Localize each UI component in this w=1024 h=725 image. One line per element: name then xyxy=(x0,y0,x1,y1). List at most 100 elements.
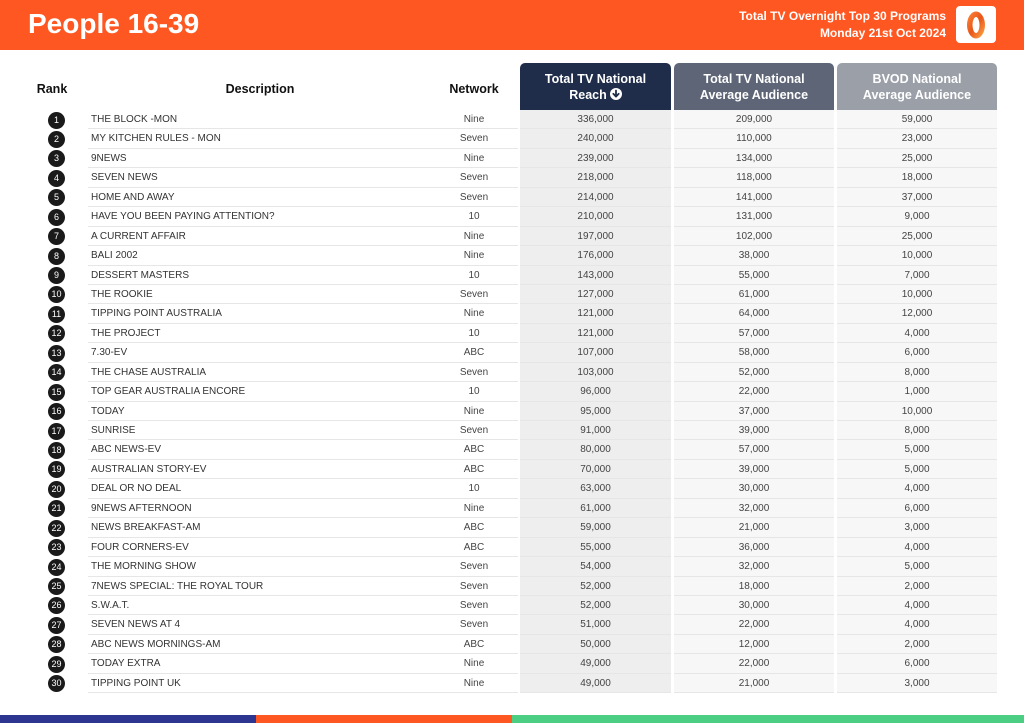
average-audience-value: 58,000 xyxy=(674,343,834,363)
report-date: Monday 21st Oct 2024 xyxy=(819,26,946,40)
rank-badge: 15 xyxy=(48,383,65,401)
bvod-average-audience-value: 12,000 xyxy=(837,304,997,324)
rank-badge: 9 xyxy=(48,267,65,284)
program-description: AUSTRALIAN STORY-EV xyxy=(88,460,518,480)
bvod-average-audience-value: 5,000 xyxy=(837,440,997,460)
average-audience-value: 141,000 xyxy=(674,187,834,208)
rank-badge: 23 xyxy=(48,539,65,557)
program-description: THE ROOKIE xyxy=(88,285,518,305)
table-row: 15 TOP GEAR AUSTRALIA ENCORE 10 96,000 22,00… xyxy=(0,382,1024,402)
column-header-network: Network xyxy=(449,82,499,96)
reach-value: 61,000 xyxy=(520,498,671,519)
column-header-bvod-average-audience[interactable]: BVOD National Average Audience xyxy=(837,63,997,110)
table-row: 24 THE MORNING SHOW Seven 54,000 32,000 5,000 xyxy=(0,557,1024,577)
program-description: TOP GEAR AUSTRALIA ENCORE xyxy=(88,382,518,402)
network-name: Nine xyxy=(463,502,485,514)
bvod-average-audience-value: 6,000 xyxy=(837,654,997,674)
rank-badge: 29 xyxy=(48,655,65,673)
column-header-rank: Rank xyxy=(36,82,68,96)
table-row: 11 TIPPING POINT AUSTRALIA Nine 121,000 64,0… xyxy=(0,304,1024,324)
bvod-average-audience-value: 6,000 xyxy=(837,498,997,519)
bvod-average-audience-value: 5,000 xyxy=(837,557,997,577)
network-name: Seven xyxy=(459,561,489,573)
rank-badge: 28 xyxy=(48,636,65,654)
bvod-average-audience-value: 59,000 xyxy=(837,110,997,130)
table-row: 3 9NEWS Nine 239,000 134,000 25,000 xyxy=(0,148,1024,169)
reach-value: 91,000 xyxy=(520,421,671,441)
reach-value: 336,000 xyxy=(520,110,671,130)
column-header-reach[interactable]: Total TV National Reach xyxy=(520,63,671,110)
bvod-average-audience-value: 1,000 xyxy=(837,382,997,402)
reach-value: 240,000 xyxy=(520,129,671,149)
table-row: 13 7.30-EV ABC 107,000 58,000 6,000 xyxy=(0,343,1024,363)
network-name: ABC xyxy=(463,541,485,553)
program-description: HAVE YOU BEEN PAYING ATTENTION? xyxy=(88,207,518,227)
table-row: 29 TODAY EXTRA Nine 49,000 22,000 6,000 xyxy=(0,654,1024,674)
program-description: S.W.A.T. xyxy=(88,596,518,616)
bvod-average-audience-value: 25,000 xyxy=(837,226,997,247)
column-header-average-audience[interactable]: Total TV National Average Audience xyxy=(674,63,834,110)
bvod-average-audience-value: 3,000 xyxy=(837,518,997,538)
bvod-average-audience-value: 8,000 xyxy=(837,421,997,441)
program-description: ABC NEWS MORNINGS-AM xyxy=(88,635,518,655)
table-row: 2 MY KITCHEN RULES - MON Seven 240,000 110,0… xyxy=(0,129,1024,149)
program-description: THE PROJECT xyxy=(88,324,518,344)
reach-value: 107,000 xyxy=(520,343,671,363)
avg-header-line2: Average Audience xyxy=(699,87,809,102)
bvod-average-audience-value: 6,000 xyxy=(837,343,997,363)
bvod-average-audience-value: 4,000 xyxy=(837,595,997,616)
average-audience-value: 131,000 xyxy=(674,207,834,227)
bvod-average-audience-value: 5,000 xyxy=(837,459,997,480)
network-name: Seven xyxy=(459,580,489,592)
table-row: 16 TODAY Nine 95,000 37,000 10,000 xyxy=(0,401,1024,421)
network-name: Seven xyxy=(459,133,489,145)
reach-value: 70,000 xyxy=(520,459,671,480)
network-name: ABC xyxy=(463,638,485,650)
rank-badge: 2 xyxy=(48,130,65,148)
report-name: Total TV Overnight Top 30 Programs xyxy=(739,9,946,23)
network-name: Seven xyxy=(459,619,489,631)
sort-descending-icon[interactable] xyxy=(609,87,622,100)
network-name: Seven xyxy=(459,425,489,436)
average-audience-value: 22,000 xyxy=(674,615,834,635)
rank-badge: 5 xyxy=(48,189,65,207)
reach-value: 50,000 xyxy=(520,634,671,655)
program-description: FOUR CORNERS-EV xyxy=(88,538,518,558)
program-description: TIPPING POINT UK xyxy=(88,674,518,694)
network-name: 10 xyxy=(468,386,480,398)
bvod-average-audience-value: 4,000 xyxy=(837,615,997,635)
average-audience-value: 55,000 xyxy=(674,265,834,285)
table-row: 12 THE PROJECT 10 121,000 57,000 4,000 xyxy=(0,323,1024,344)
program-description: 9NEWS xyxy=(88,149,518,169)
network-name: ABC xyxy=(463,347,485,359)
table-row: 30 TIPPING POINT UK Nine 49,000 21,000 3,000 xyxy=(0,673,1024,694)
average-audience-value: 30,000 xyxy=(674,479,834,499)
average-audience-value: 57,000 xyxy=(674,440,834,460)
table-row: 7 A CURRENT AFFAIR Nine 197,000 102,000 25,00… xyxy=(0,226,1024,247)
table-row: 28 ABC NEWS MORNINGS-AM ABC 50,000 12,000 2,0… xyxy=(0,634,1024,655)
network-name: Seven xyxy=(459,599,489,611)
reach-value: 127,000 xyxy=(520,284,671,305)
rank-badge: 19 xyxy=(48,461,65,479)
network-name: 10 xyxy=(468,483,480,495)
reach-value: 121,000 xyxy=(520,323,671,344)
reach-value: 103,000 xyxy=(520,362,671,383)
program-description: 7NEWS SPECIAL: THE ROYAL TOUR xyxy=(88,577,518,596)
network-name: Seven xyxy=(459,366,489,378)
table-row: 21 9NEWS AFTERNOON Nine 61,000 32,000 6,000 xyxy=(0,498,1024,519)
rank-badge: 24 xyxy=(48,558,65,576)
reach-header-line1: Total TV National xyxy=(544,71,647,86)
program-description: ABC NEWS-EV xyxy=(88,440,518,460)
rank-badge: 21 xyxy=(48,500,65,518)
table-row: 19 AUSTRALIAN STORY-EV ABC 70,000 39,000 5,00… xyxy=(0,459,1024,480)
program-description: SUNRISE xyxy=(88,421,518,441)
reach-value: 214,000 xyxy=(520,187,671,208)
reach-header-line2: Reach xyxy=(569,87,622,103)
network-name: 10 xyxy=(468,211,480,223)
average-audience-value: 134,000 xyxy=(674,148,834,169)
footer-bar-green xyxy=(512,715,1024,723)
bvod-average-audience-value: 10,000 xyxy=(837,284,997,305)
rank-badge: 11 xyxy=(48,305,65,323)
rank-badge: 26 xyxy=(48,597,65,615)
table-row: 9 DESSERT MASTERS 10 143,000 55,000 7,000 xyxy=(0,265,1024,285)
